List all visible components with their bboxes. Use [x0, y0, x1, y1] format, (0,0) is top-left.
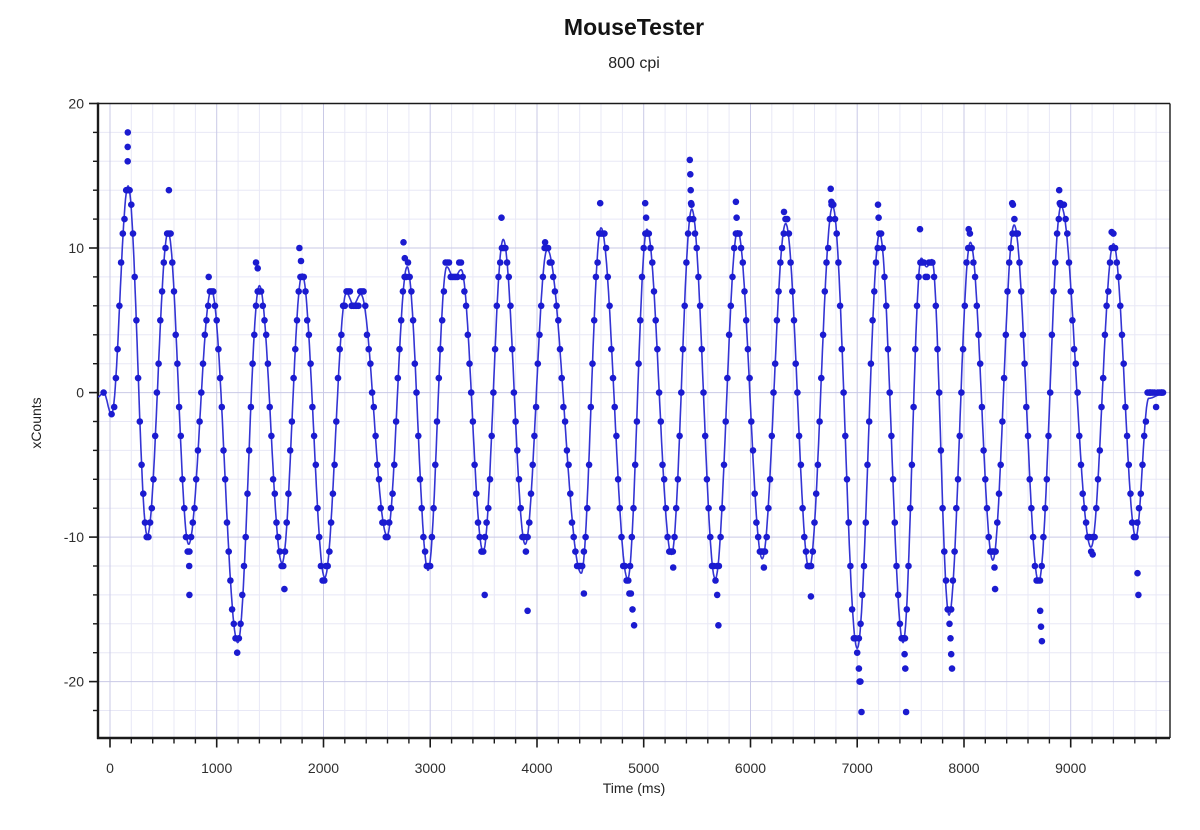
y-tick-label: -10 [64, 529, 84, 545]
chart-title: MouseTester [563, 14, 705, 40]
x-tick-label: 9000 [1055, 760, 1086, 776]
x-tick-label: 5000 [628, 760, 659, 776]
y-tick-label: -20 [64, 674, 84, 690]
x-tick-label: 8000 [948, 760, 979, 776]
y-tick-label: 10 [68, 240, 84, 256]
x-tick-label: 1000 [201, 760, 232, 776]
grid-minor [98, 103, 1170, 738]
x-axis-title: Time (ms) [602, 780, 666, 796]
x-tick-label: 3000 [415, 760, 446, 776]
y-axis-title: xCounts [28, 397, 44, 449]
outlier-points [100, 129, 1165, 716]
x-axis-ticks: 0 1000 2000 3000 4000 5000 6000 7000 8000 9000 [106, 738, 1157, 776]
x-tick-label: 4000 [521, 760, 552, 776]
data-line [98, 185, 1164, 650]
y-tick-label: 0 [76, 385, 84, 401]
x-tick-label: 2000 [308, 760, 339, 776]
plot-border [96, 102, 1171, 740]
x-tick-label: 7000 [842, 760, 873, 776]
chart-subtitle: 800 cpi [608, 55, 660, 72]
y-tick-label: 20 [68, 96, 84, 112]
y-axis-ticks: 20 10 0 -10 -20 [64, 96, 98, 712]
x-tick-label: 6000 [735, 760, 766, 776]
grid-major [98, 103, 1170, 738]
x-tick-label: 0 [106, 760, 114, 776]
